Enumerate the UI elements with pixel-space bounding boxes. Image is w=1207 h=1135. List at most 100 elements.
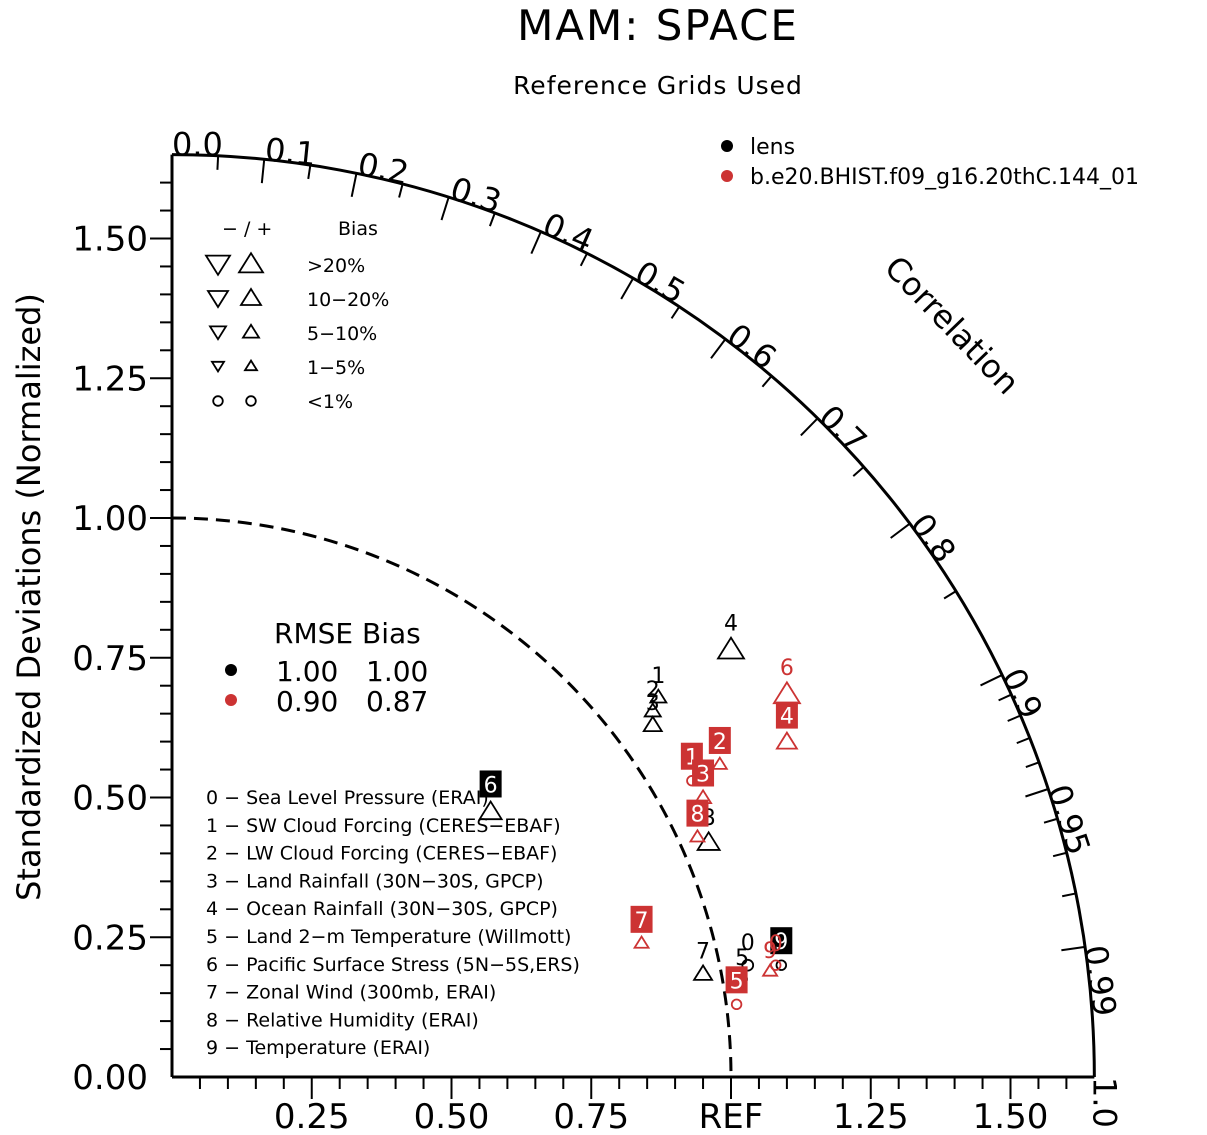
outer-arc (171, 153, 1096, 1078)
point-marker-1-7 (632, 934, 651, 949)
bias-legend-sign-header: − / + (222, 218, 272, 240)
point-marker-1-9 (761, 962, 779, 977)
correlation-tick (488, 212, 496, 227)
point-marker-0-7 (692, 963, 714, 981)
correlation-label: 0.95 (1040, 780, 1098, 860)
point-label-1-4: 4 (780, 705, 794, 730)
point-label-0-0: 0 (741, 931, 755, 956)
point-marker-1-2 (711, 755, 729, 770)
correlation-tick (710, 338, 727, 359)
bias-legend-neg-marker (208, 325, 228, 341)
point-label-1-7: 7 (635, 909, 649, 934)
correlation-label: 0.5 (629, 253, 692, 311)
correlation-label: 0.3 (446, 169, 506, 221)
variable-legend-item: 7 − Zonal Wind (300mb, ERAI) (206, 982, 496, 1004)
point-label-1-2: 2 (713, 730, 727, 755)
point-label-box-1-2 (708, 726, 731, 754)
bias-legend-pos-marker (245, 395, 257, 407)
point-label-1-8: 8 (690, 803, 704, 828)
bias-value-bhist: 0.87 (366, 685, 428, 718)
y-axis-label: Standardized Deviations (Normalized) (10, 293, 48, 901)
correlation-label: 0.99 (1076, 943, 1124, 1019)
rmse-dot-bhist (225, 694, 237, 706)
x-tick-label: 1.50 (973, 1097, 1049, 1135)
correlation-tick (1016, 737, 1031, 745)
rmse-legend-header: RMSE Bias (274, 617, 421, 650)
point-marker-0-4 (716, 635, 746, 660)
reference-arc (171, 516, 733, 1078)
correlation-label-group: 0.95 (1040, 780, 1098, 860)
correlation-tick (440, 196, 450, 221)
chart-title: MAM: SPACE (517, 1, 799, 50)
point-marker-0-9 (775, 959, 788, 971)
correlation-label-group: 0.7 (811, 398, 874, 461)
rmse-dot-lens (225, 664, 237, 676)
point-marker-1-8 (688, 828, 707, 843)
correlation-tick (307, 164, 312, 180)
correlation-tick (670, 306, 681, 319)
correlation-tick (398, 183, 404, 198)
correlation-label-group: 0.2 (355, 145, 412, 192)
legend-label-lens: lens (750, 135, 795, 160)
correlation-label-group: 1.0 (1085, 1077, 1123, 1128)
x-tick-label: 0.75 (553, 1097, 629, 1135)
correlation-tick (1061, 892, 1077, 898)
point-marker-1-6 (772, 680, 802, 705)
point-marker-1-4 (775, 730, 799, 750)
correlation-label-group: 0.5 (629, 253, 692, 311)
variable-legend: 0 − Sea Level Pressure (ERAI) 1 − SW Clou… (206, 787, 580, 1059)
chart-subtitle: Reference Grids Used (513, 71, 803, 100)
correlation-tick (1025, 761, 1040, 769)
x-tick-label: 0.50 (414, 1097, 490, 1135)
correlation-tick (620, 277, 635, 300)
correlation-label-group: 0.1 (263, 130, 317, 173)
correlation-label-group: 0.8 (903, 506, 964, 570)
point-label-box-1-4 (775, 701, 798, 729)
legend-dot-lens (721, 140, 733, 152)
bias-legend-neg-marker (210, 360, 226, 374)
point-label-1-9: 9 (763, 939, 777, 964)
correlation-label-group: 0.6 (720, 316, 784, 377)
correlation-label: 0.9 (994, 662, 1050, 724)
correlation-tick (260, 159, 266, 184)
bias-legend-label: 5−10% (307, 323, 377, 345)
variable-legend-item: 5 − Land 2−m Temperature (Willmott) (206, 926, 571, 948)
bias-legend-pos-marker (239, 287, 263, 306)
point-label-0-2: 2 (646, 678, 660, 703)
y-tick-label: 0.00 (72, 1058, 148, 1098)
point-label-box-0-9 (770, 927, 793, 955)
point-label-0-3: 3 (646, 691, 660, 716)
correlation-tick (800, 417, 819, 437)
correlation-label-group: 0.4 (537, 205, 599, 260)
point-marker-1-5 (730, 998, 743, 1011)
bias-legend-bias-header: Bias (338, 218, 378, 240)
correlation-label-group: 0.9 (994, 662, 1050, 724)
point-label-1-6: 6 (780, 656, 794, 681)
bias-legend-pos-marker (237, 251, 265, 274)
correlation-tick (761, 375, 773, 388)
bias-legend-pos-marker (241, 323, 261, 339)
correlation-title-group: Correlation (877, 248, 1027, 401)
variable-legend-item: 6 − Pacific Surface Stress (5N−5S,ERS) (206, 954, 580, 976)
bias-legend-label: 10−20% (307, 289, 389, 311)
point-label-0-9: 9 (774, 930, 788, 955)
rmse-value-lens: 1.00 (276, 655, 338, 688)
correlation-label: 0.1 (263, 130, 317, 173)
correlation-label-group: 0.0 (172, 126, 223, 164)
correlation-tick (1007, 714, 1021, 722)
point-label-0-6: 6 (484, 773, 498, 798)
series-legend: lens b.e20.BHIST.f09_g16.20thC.144_01 (721, 135, 1139, 190)
correlation-tick (998, 693, 1012, 702)
correlation-label: 0.7 (811, 398, 874, 461)
y-tick-label: 1.00 (72, 499, 148, 539)
y-tick-label: 0.25 (72, 918, 148, 958)
y-tick-label: 0.50 (72, 779, 148, 819)
bias-legend-label: <1% (307, 391, 353, 413)
correlation-tick (579, 252, 588, 267)
y-tick-label: 1.25 (72, 359, 148, 399)
x-tick-label: 1.25 (833, 1097, 909, 1135)
bias-legend-neg-marker (204, 254, 232, 277)
